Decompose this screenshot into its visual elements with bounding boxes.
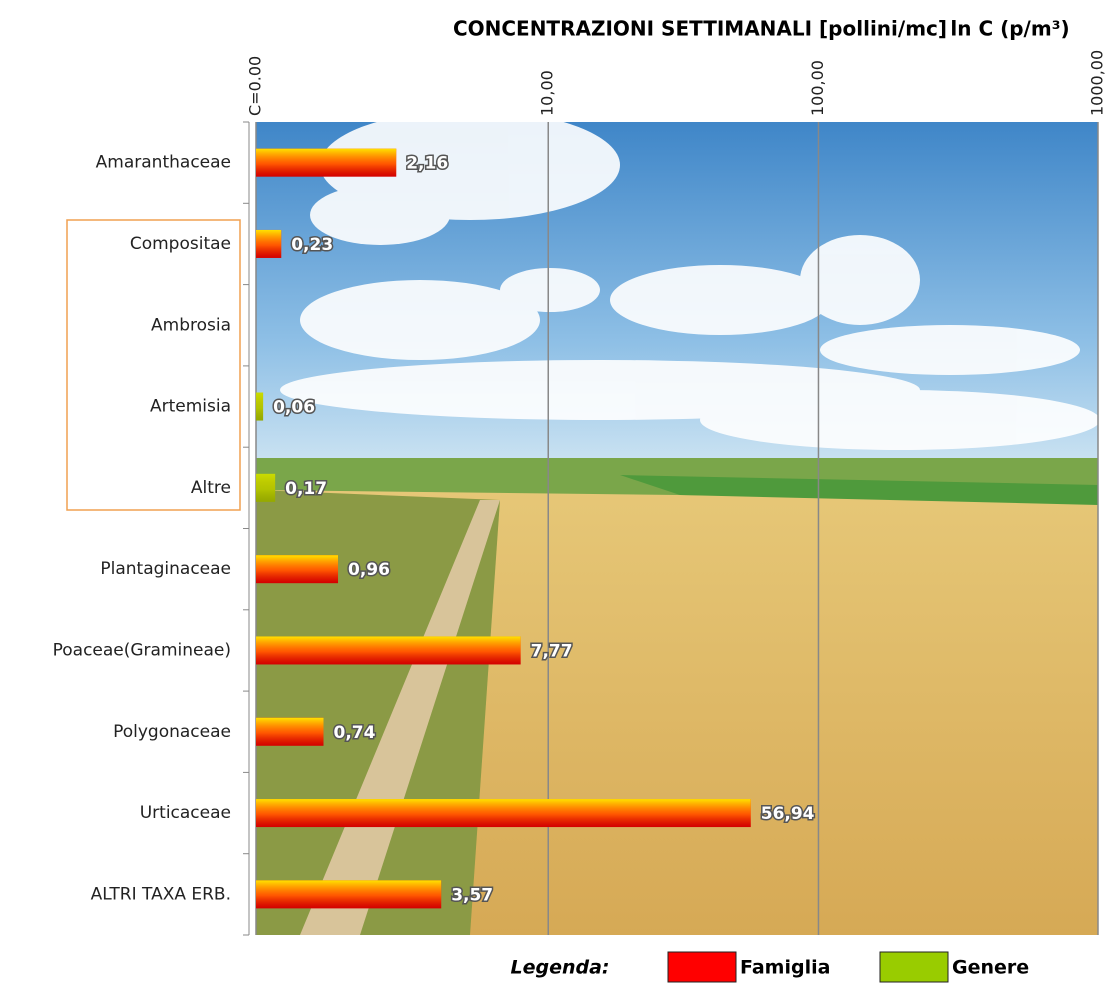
bar-shine (256, 392, 264, 421)
data-label: 56,94 (761, 804, 815, 824)
y-tick-label: Compositae (130, 234, 231, 254)
data-label: 2,16 (406, 154, 448, 174)
y-tick-label: ALTRI TAXA ERB. (91, 884, 231, 904)
y-tick-label: Artemisia (150, 397, 231, 417)
legend-swatch (667, 951, 737, 983)
data-label: 3,57 (451, 885, 493, 905)
bar-shine (256, 636, 521, 665)
data-label: 0,74 (334, 723, 376, 743)
bar-shine (256, 880, 442, 909)
bar-shine (256, 473, 276, 502)
bar-shine (256, 555, 339, 584)
group-box (66, 219, 241, 511)
x-tick-label: C=0.00 (246, 56, 265, 116)
legend-label: Genere (952, 957, 1029, 979)
legend-label: Famiglia (740, 957, 830, 979)
x-tick-label: 1000,00 (1088, 50, 1107, 116)
bar-shine (256, 717, 324, 746)
y-tick-label: Ambrosia (151, 315, 231, 335)
bar-shine (256, 229, 282, 258)
y-tick-label: Urticaceae (140, 803, 231, 823)
y-tick-label: Amaranthaceae (96, 153, 231, 173)
chart-title: CONCENTRAZIONI SETTIMANALI [pollini/mc] (453, 17, 947, 41)
data-label: 0,17 (285, 479, 327, 499)
data-label: 7,77 (531, 641, 573, 661)
background (256, 110, 1100, 935)
legend-title: Legenda: (510, 957, 609, 979)
x-axis-label: ln C (p/m³) (950, 17, 1069, 41)
y-tick-label: Plantaginaceae (100, 559, 231, 579)
data-label: 0,23 (291, 235, 333, 255)
bar-shine (256, 799, 751, 828)
data-label: 0,96 (348, 560, 390, 580)
y-tick-label: Altre (191, 478, 231, 498)
y-tick-label: Poaceae(Gramineae) (53, 640, 231, 660)
y-tick-label: Polygonaceae (113, 722, 231, 742)
bar-shine (256, 148, 397, 177)
x-tick-label: 100,00 (808, 60, 827, 116)
legend-swatch (879, 951, 949, 983)
data-label: 0,06 (273, 398, 315, 418)
x-tick-label: 10,00 (538, 70, 557, 116)
